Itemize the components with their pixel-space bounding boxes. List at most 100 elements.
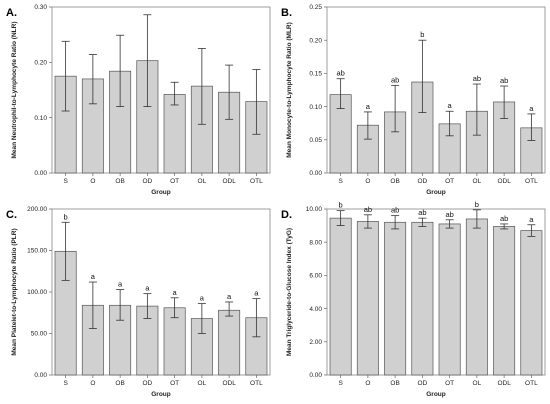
y-tick-label: 0.10 [309, 104, 322, 111]
x-axis-title: Group [426, 189, 446, 196]
chart-a-svg: A. 0.00 0.10 0.20 0.30 S O OB OD OT OL ODL OTL Group M… [6, 4, 271, 196]
x-tick-label: OT [445, 178, 454, 185]
x-tick-label: OTL [525, 178, 538, 185]
significance-label: ab [391, 206, 399, 215]
x-tick-label: OTL [250, 380, 263, 387]
significance-label: b [339, 201, 343, 210]
significance-label: a [254, 289, 259, 298]
y-tick-label: 0.00 [34, 170, 47, 177]
panel-a: A. 0.00 0.10 0.20 0.30 S O OB OD OT OL ODL OTL Group M… [0, 0, 275, 202]
y-tick-label: 200.00 [27, 206, 47, 213]
significance-label: a [366, 102, 371, 111]
chart-d-svg: D.0.002.004.006.008.0010.00bSabOabOBabOD… [281, 200, 546, 398]
significance-label: ab [391, 75, 399, 84]
significance-label: ab [500, 76, 508, 85]
x-tick-label: S [63, 178, 68, 185]
x-axis-title: Group [151, 391, 171, 398]
significance-label: a [145, 284, 150, 293]
y-tick-label: 0.15 [309, 71, 322, 78]
chart-c-svg: C. 0.00 50.00 100.00 150.00 200.00 b Sa Oa OB a OD a… [6, 206, 271, 398]
x-tick-label: O [365, 178, 370, 185]
chart-b-svg: B. 0.00 0.05 0.10 0.15 0.20 0.25 ab Sa Oab OB b OD a O… [281, 4, 546, 196]
x-tick-label: OL [473, 178, 482, 185]
plot-frame [51, 6, 271, 174]
x-tick-label: OT [445, 380, 454, 387]
x-tick-label: OB [390, 178, 399, 185]
x-tick-label: OTL [250, 178, 263, 185]
bar [163, 94, 186, 174]
bar [520, 230, 543, 376]
x-tick-label: OB [115, 178, 124, 185]
x-tick-label: OD [143, 380, 153, 387]
y-tick-label: 0.10 [34, 115, 47, 122]
significance-label: a [529, 104, 534, 113]
y-tick-label: 0.20 [309, 37, 322, 44]
y-tick-label: 150.00 [27, 248, 47, 255]
x-axis-title: Group [151, 189, 171, 196]
significance-label: ab [336, 69, 344, 78]
x-tick-label: O [90, 380, 95, 387]
significance-label: ab [445, 210, 453, 219]
x-tick-label: OD [143, 178, 153, 185]
y-tick-label: 0.25 [309, 4, 322, 11]
y-axis-title: Mean Neutrophil-to-Lymphocyte Ratio (NLR… [11, 22, 18, 159]
y-tick-label: 0.00 [309, 372, 322, 379]
x-tick-label: OL [473, 380, 482, 387]
y-tick-label: 0.00 [34, 372, 47, 379]
bar [438, 223, 461, 376]
x-tick-label: OB [390, 380, 399, 387]
significance-label: ab [418, 208, 426, 217]
significance-label: a [173, 288, 178, 297]
plot-frame [326, 208, 546, 376]
x-tick-label: ODL [497, 380, 511, 387]
y-tick-label: 4.00 [309, 306, 322, 313]
x-tick-label: OL [198, 380, 207, 387]
x-tick-label: ODL [497, 178, 511, 185]
significance-label: b [475, 200, 479, 209]
x-tick-label: OT [170, 178, 179, 185]
x-tick-label: S [338, 380, 343, 387]
significance-label: ab [364, 205, 372, 214]
x-tick-label: ODL [222, 178, 236, 185]
significance-label: a [200, 294, 205, 303]
y-axis-title: Mean Triglyceride-to-Glucose Index (TyG) [286, 228, 293, 356]
x-tick-label: O [365, 380, 370, 387]
bar [384, 221, 407, 376]
y-tick-label: 6.00 [309, 273, 322, 280]
y-axis-title: Mean Platelet-to-Lymphocyte Ratio (PLR) [11, 228, 18, 355]
bar [411, 221, 434, 376]
significance-label: a [529, 215, 534, 224]
panel-letter: A. [6, 7, 17, 19]
y-tick-label: 8.00 [309, 239, 322, 246]
plot-frame [326, 6, 546, 174]
panel-letter: C. [6, 209, 17, 221]
bar [218, 309, 241, 376]
significance-label: a [448, 101, 453, 110]
significance-label: a [227, 292, 232, 301]
x-tick-label: OTL [525, 380, 538, 387]
bar [329, 217, 352, 376]
y-tick-label: 0.05 [309, 137, 322, 144]
significance-label: a [118, 280, 123, 289]
y-axis-title: Mean Monocyte-to-Lymphocyte Ratio (MLR) [286, 22, 293, 158]
panel-letter: B. [281, 7, 292, 19]
significance-label: b [420, 30, 424, 39]
y-tick-label: 2.00 [309, 339, 322, 346]
significance-label: a [91, 272, 96, 281]
x-tick-label: ODL [222, 380, 236, 387]
x-tick-label: OB [115, 380, 124, 387]
x-tick-label: O [90, 178, 95, 185]
significance-label: ab [500, 214, 508, 223]
bar [493, 226, 516, 376]
panel-letter: D. [281, 209, 292, 221]
x-tick-label: S [338, 178, 343, 185]
x-tick-label: OT [170, 380, 179, 387]
y-tick-label: 50.00 [31, 331, 48, 338]
x-tick-label: OD [418, 380, 428, 387]
significance-label: ab [473, 74, 481, 83]
x-tick-label: S [63, 380, 68, 387]
